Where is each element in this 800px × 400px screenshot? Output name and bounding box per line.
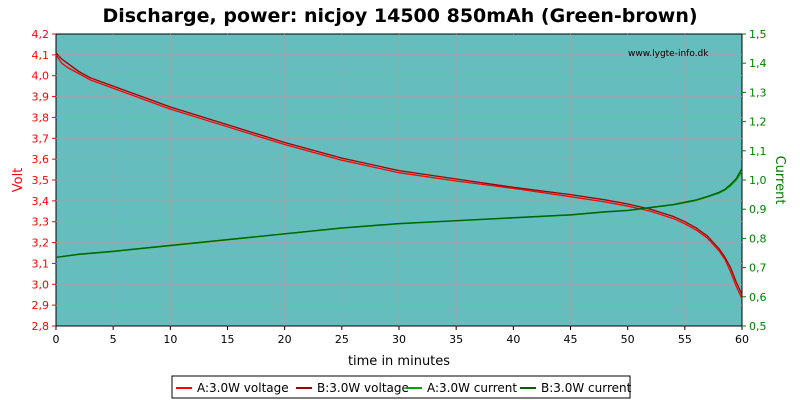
right-y-axis-label: Current — [772, 156, 787, 205]
x-tick-label: 50 — [621, 333, 635, 346]
left-y-tick-label: 2,8 — [32, 320, 50, 333]
right-y-axis-ticks: 0,5 0,6 0,7 0,8 0,9 1,0 1,1 1,2 1,3 1,4 1,5 — [742, 28, 767, 333]
legend-label: B:3.0W current — [541, 381, 632, 395]
left-y-axis-label: Volt — [11, 168, 26, 193]
left-y-tick-label: 3,8 — [32, 111, 50, 124]
left-y-tick-label: 4,0 — [32, 70, 50, 83]
legend-label: A:3.0W voltage — [197, 381, 289, 395]
left-y-axis-ticks: 2,8 2,9 3,0 3,1 3,2 3,3 3,4 3,5 3,6 3,7 3,8 3,9 4,0 4… — [32, 28, 56, 333]
right-y-tick-label: 1,3 — [749, 86, 767, 99]
x-tick-label: 45 — [564, 333, 578, 346]
left-y-tick-label: 3,4 — [32, 195, 50, 208]
right-y-tick-label: 0,9 — [749, 203, 767, 216]
legend-label: B:3.0W voltage — [317, 381, 409, 395]
legend-label: A:3.0W current — [427, 381, 517, 395]
x-tick-label: 35 — [449, 333, 463, 346]
right-y-tick-label: 1,4 — [749, 57, 767, 70]
x-tick-label: 0 — [53, 333, 60, 346]
x-tick-label: 40 — [506, 333, 520, 346]
x-tick-label: 20 — [278, 333, 292, 346]
left-y-tick-label: 3,2 — [32, 237, 50, 250]
watermark-text: www.lygte-info.dk — [628, 49, 709, 59]
x-tick-label: 30 — [392, 333, 406, 346]
x-tick-label: 60 — [735, 333, 749, 346]
left-y-tick-label: 3,6 — [32, 153, 50, 166]
x-tick-label: 15 — [221, 333, 235, 346]
right-y-tick-label: 1,2 — [749, 116, 767, 129]
right-y-tick-label: 1,5 — [749, 28, 767, 41]
x-axis-ticks: 0 5 10 15 20 25 30 35 40 45 50 55 60 — [53, 326, 749, 346]
left-y-tick-label: 3,1 — [32, 257, 50, 270]
left-y-tick-label: 4,2 — [32, 28, 50, 41]
right-y-tick-label: 0,7 — [749, 262, 767, 275]
right-y-tick-label: 0,5 — [749, 320, 767, 333]
x-tick-label: 5 — [110, 333, 117, 346]
left-y-tick-label: 3,0 — [32, 278, 50, 291]
chart-title: Discharge, power: nicjoy 14500 850mAh (G… — [102, 5, 697, 27]
left-y-tick-label: 3,9 — [32, 91, 50, 104]
right-y-tick-label: 0,8 — [749, 232, 767, 245]
x-axis-label: time in minutes — [348, 354, 450, 369]
right-y-tick-label: 1,1 — [749, 145, 767, 158]
left-y-tick-label: 3,7 — [32, 132, 50, 145]
x-tick-label: 10 — [163, 333, 177, 346]
left-y-tick-label: 3,3 — [32, 216, 50, 229]
right-y-tick-label: 1,0 — [749, 174, 767, 187]
legend-box — [171, 375, 631, 399]
series-line-b-3-0w-current — [55, 168, 743, 259]
grid-lines — [56, 34, 742, 326]
series-line-a-3-0w-voltage — [55, 54, 743, 300]
right-y-tick-label: 0,6 — [749, 291, 767, 304]
series-line-b-3-0w-voltage — [55, 52, 743, 295]
left-y-tick-label: 3,5 — [32, 174, 50, 187]
left-y-tick-label: 4,1 — [32, 49, 50, 62]
series-lines — [55, 52, 743, 300]
x-tick-label: 25 — [335, 333, 349, 346]
legend: A:3.0W voltage B:3.0W voltage A:3.0W curre… — [171, 375, 632, 399]
x-tick-label: 55 — [678, 333, 692, 346]
left-y-tick-label: 2,9 — [32, 299, 50, 312]
